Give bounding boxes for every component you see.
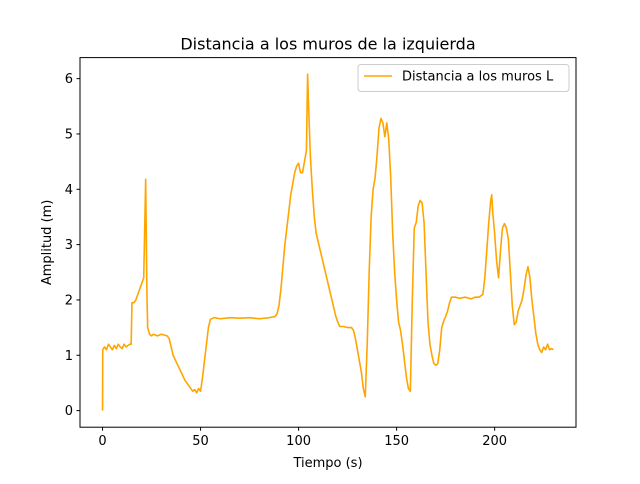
y-tick-label: 0	[65, 404, 73, 419]
x-tick-label: 150	[384, 434, 409, 449]
y-tick-label: 3	[65, 238, 73, 253]
y-tick-label: 1	[65, 349, 73, 364]
y-axis-ticks: 0 1 2 3 4 5 6	[65, 72, 80, 419]
y-tick-label: 2	[65, 293, 73, 308]
x-axis-label: Tiempo (s)	[292, 456, 362, 471]
y-tick-label: 4	[65, 183, 73, 198]
series-line	[101, 73, 554, 411]
series-layer	[101, 73, 554, 411]
y-tick-label: 6	[65, 72, 73, 87]
chart-title: Distancia a los muros de la izquierda	[180, 35, 475, 54]
y-axis-label: Amplitud (m)	[40, 200, 55, 286]
x-tick-label: 100	[286, 434, 311, 449]
legend-box	[357, 64, 570, 92]
plot-frame	[79, 57, 577, 428]
legend: Distancia a los muros L	[357, 64, 570, 92]
legend-label: Distancia a los muros L	[402, 70, 554, 85]
x-tick-label: 0	[98, 434, 106, 449]
x-tick-label: 50	[192, 434, 209, 449]
y-tick-label: 5	[65, 127, 73, 142]
x-tick-label: 200	[482, 434, 507, 449]
x-axis-ticks: 0 50 100 150 200	[98, 427, 507, 449]
